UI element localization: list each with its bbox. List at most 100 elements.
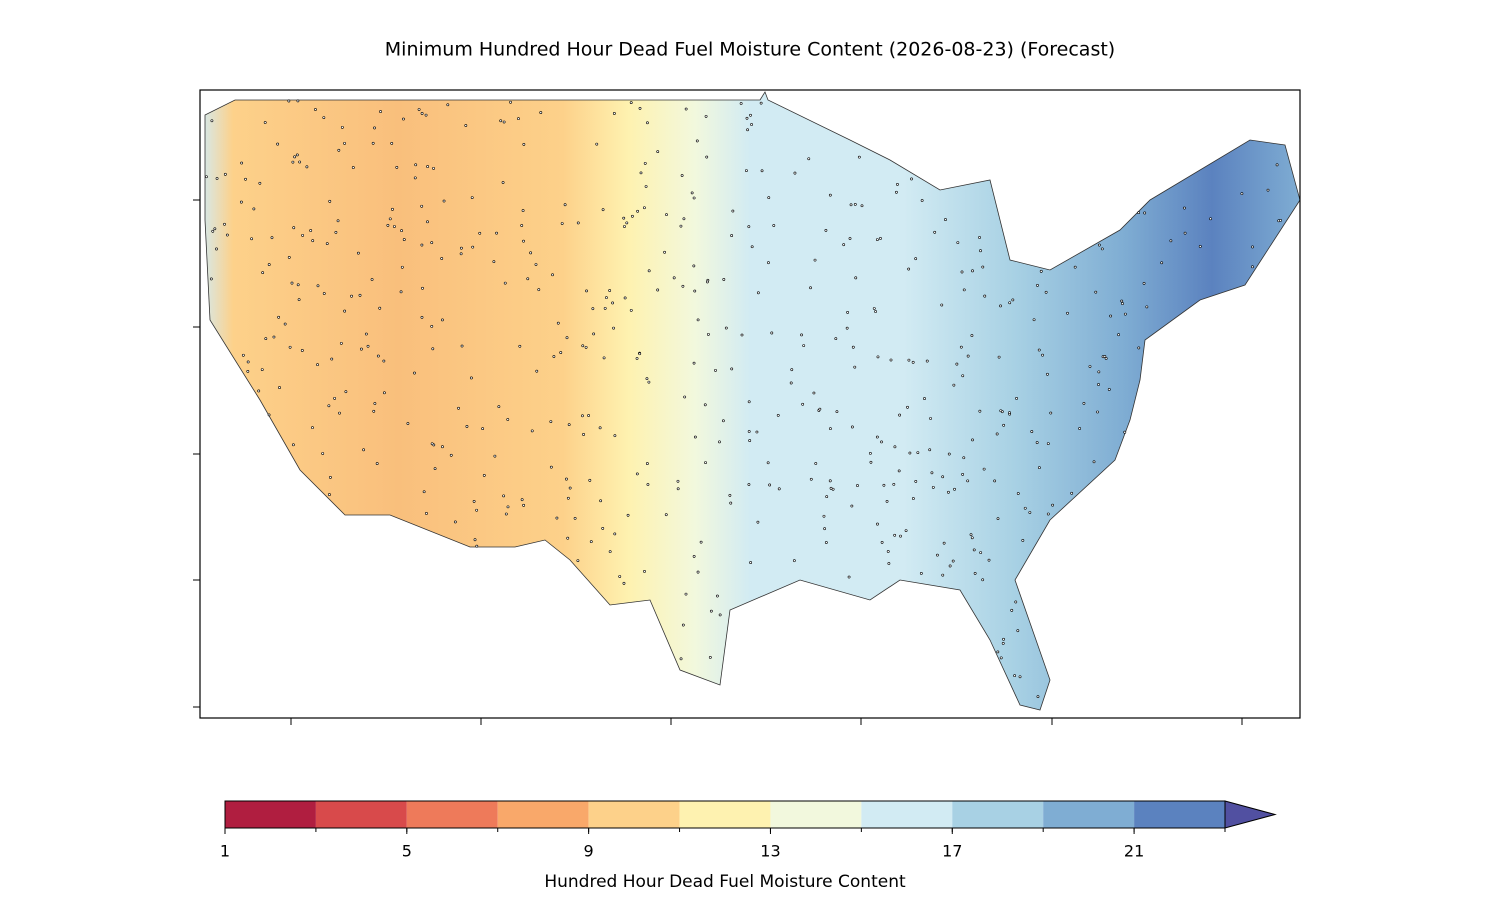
station: [333, 396, 337, 400]
station: [478, 231, 482, 235]
station: [951, 559, 955, 563]
station: [420, 204, 424, 208]
station: [756, 520, 760, 524]
station: [278, 386, 281, 389]
station: [645, 377, 649, 381]
station: [413, 176, 417, 180]
station: [400, 265, 404, 269]
station: [636, 209, 640, 213]
station: [526, 277, 530, 281]
station: [933, 230, 937, 234]
station: [252, 207, 256, 211]
station: [1143, 211, 1147, 215]
station: [875, 435, 879, 439]
station: [402, 238, 406, 241]
station: [482, 473, 486, 477]
station: [1251, 245, 1254, 249]
station: [923, 397, 926, 400]
station: [301, 233, 305, 237]
station: [966, 354, 970, 358]
station: [420, 112, 424, 115]
station: [502, 494, 506, 498]
station: [680, 174, 684, 177]
station: [1100, 247, 1104, 251]
station: [364, 332, 368, 336]
station: [309, 229, 313, 232]
station: [506, 418, 510, 421]
station: [1097, 383, 1100, 386]
station: [272, 335, 276, 339]
station: [432, 166, 435, 170]
station: [869, 460, 873, 464]
station: [460, 344, 464, 348]
station: [979, 249, 982, 253]
colorbar-label: Hundred Hour Dead Fuel Moisture Content: [544, 872, 906, 892]
station: [1002, 423, 1006, 427]
station: [406, 422, 410, 425]
station: [371, 141, 375, 145]
station: [1092, 460, 1096, 464]
station: [1117, 333, 1120, 337]
station: [893, 533, 897, 537]
station: [1021, 539, 1025, 542]
station: [599, 499, 603, 503]
station: [300, 349, 304, 352]
station: [459, 246, 463, 250]
station: [1013, 674, 1017, 678]
station: [1142, 281, 1146, 285]
station: [430, 442, 434, 446]
map-area: [193, 89, 1301, 725]
colorbar-tick-label: 13: [760, 842, 780, 861]
station: [981, 265, 985, 269]
station: [537, 288, 541, 292]
station: [1123, 430, 1127, 434]
station: [692, 264, 696, 268]
station: [638, 106, 642, 110]
station: [813, 258, 817, 262]
station: [747, 430, 751, 433]
station: [425, 512, 428, 515]
station: [522, 239, 525, 243]
station: [598, 426, 602, 430]
station: [947, 452, 951, 456]
station: [560, 222, 564, 225]
station: [297, 298, 301, 302]
station: [535, 369, 539, 373]
station: [705, 155, 709, 159]
station: [391, 207, 394, 211]
station: [960, 270, 964, 274]
station: [552, 355, 556, 358]
station: [453, 520, 457, 524]
station: [559, 351, 563, 354]
station: [793, 171, 797, 175]
station: [1183, 231, 1187, 235]
station: [270, 236, 274, 240]
station: [681, 623, 685, 627]
station: [334, 230, 338, 234]
station: [731, 209, 735, 213]
station: [567, 423, 571, 427]
station: [509, 100, 512, 104]
station: [904, 529, 908, 533]
station: [704, 114, 708, 118]
colorbar-bin: [770, 801, 862, 828]
station: [1036, 283, 1039, 287]
station: [595, 142, 599, 146]
station: [929, 417, 932, 420]
station: [420, 316, 424, 319]
station: [426, 165, 430, 168]
station: [1032, 318, 1036, 322]
station: [390, 142, 394, 145]
station: [618, 575, 622, 578]
station: [311, 239, 315, 243]
station: [644, 185, 648, 188]
station: [899, 534, 902, 538]
station: [724, 326, 728, 330]
station: [356, 251, 360, 255]
station: [244, 177, 247, 181]
station: [729, 501, 733, 505]
station: [328, 493, 331, 496]
colorbar-tick-label: 21: [1124, 842, 1144, 861]
station: [665, 213, 668, 217]
station: [1160, 261, 1164, 265]
